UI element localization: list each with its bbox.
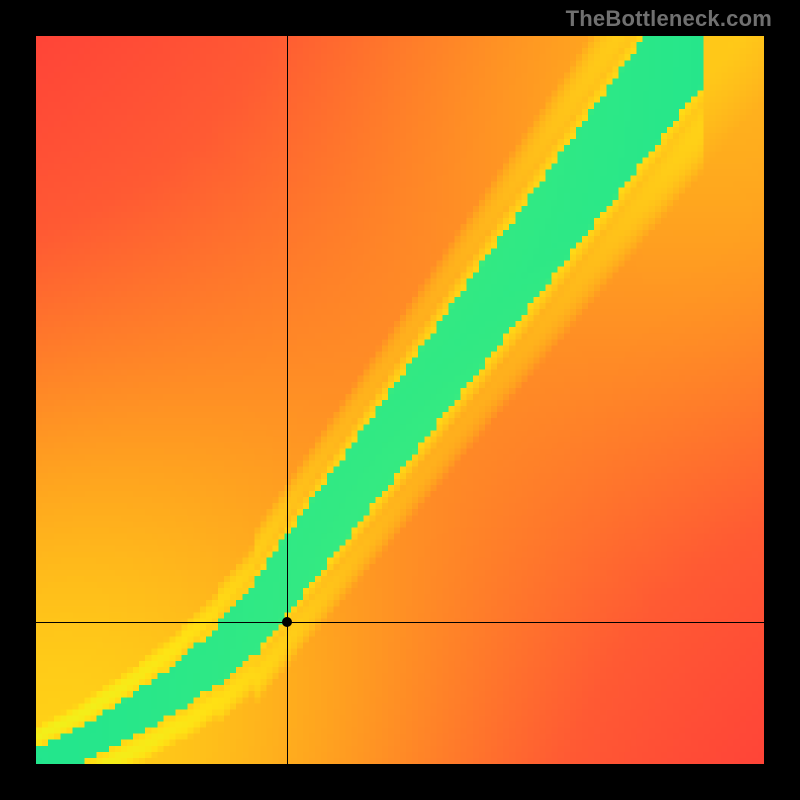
- heatmap-plot: [36, 36, 764, 764]
- crosshair-vertical: [287, 36, 288, 764]
- figure-container: TheBottleneck.com: [0, 0, 800, 800]
- heatmap-canvas: [36, 36, 764, 764]
- crosshair-horizontal: [36, 622, 764, 623]
- attribution-text: TheBottleneck.com: [566, 6, 772, 32]
